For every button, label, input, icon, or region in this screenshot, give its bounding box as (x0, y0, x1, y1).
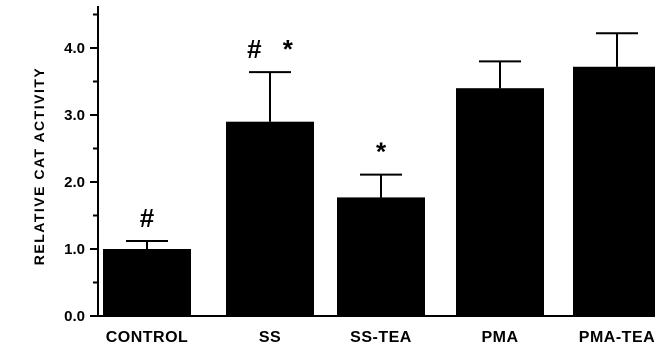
error-bars (126, 32, 638, 249)
significance-annotations: # # * * (140, 34, 387, 233)
significance-annotation: * (376, 137, 387, 167)
significance-annotation: # (140, 203, 155, 233)
bar-pma-tea (573, 66, 655, 316)
category-label: PMA (481, 329, 518, 346)
category-label: SS-TEA (350, 329, 412, 346)
bar-pma (456, 88, 544, 316)
bar-control (103, 249, 191, 316)
y-tick-label: 0.0 (64, 308, 85, 325)
y-axis-label: RELATIVE CAT ACTIVITY (31, 67, 47, 265)
x-tick-labels: CONTROL SS SS-TEA PMA PMA-TEA (106, 329, 655, 346)
y-tick-label: 2.0 (64, 174, 85, 191)
category-label: PMA-TEA (579, 329, 655, 346)
y-tick-label: 1.0 (64, 241, 85, 258)
bar-ss-tea (337, 197, 425, 316)
significance-annotation: # * (247, 34, 294, 64)
bars (103, 66, 655, 316)
y-tick-label: 3.0 (64, 107, 85, 124)
category-label: SS (259, 329, 281, 346)
y-ticks: 0.0 1.0 2.0 3.0 4.0 (64, 13, 98, 325)
category-label: CONTROL (106, 329, 189, 346)
y-tick-label: 4.0 (64, 40, 85, 57)
bar-ss (226, 121, 314, 316)
